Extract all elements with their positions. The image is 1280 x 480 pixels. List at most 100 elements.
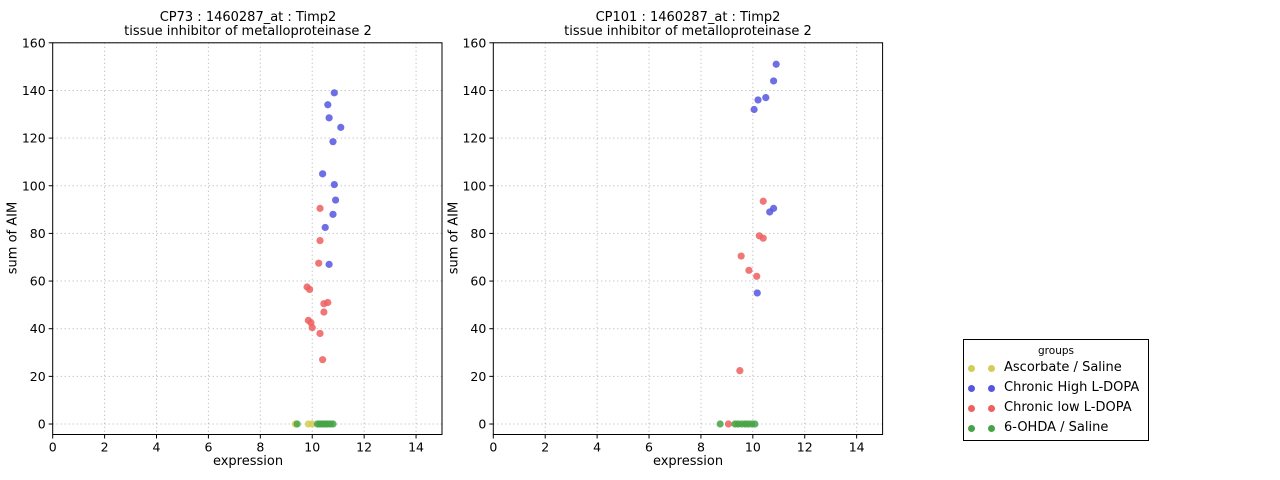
legend-marker-icon xyxy=(988,424,995,432)
data-point xyxy=(316,236,324,245)
y-tick-label: 140 xyxy=(22,83,46,98)
legend-marker-icon xyxy=(988,384,995,392)
x-tick-label: 8 xyxy=(256,440,264,455)
data-point xyxy=(306,285,314,293)
plot2-title: CP101 : 1460287_at : Timp2 tissue inhibi… xyxy=(493,11,883,38)
legend-marker-icon xyxy=(988,404,995,412)
x-tick-label: 2 xyxy=(541,440,549,455)
plot1-title: CP73 : 1460287_at : Timp2 tissue inhibit… xyxy=(53,11,443,38)
axes-box xyxy=(492,42,884,436)
y-tick-label: 20 xyxy=(470,369,486,384)
y-tick-label: 140 xyxy=(462,83,486,98)
legend: groups Ascorbate / Saline Chronic High L… xyxy=(963,339,1149,441)
data-point xyxy=(330,180,338,189)
x-tick-label: 2 xyxy=(101,440,109,455)
data-point xyxy=(716,420,724,428)
data-point xyxy=(329,138,337,146)
data-point xyxy=(331,196,340,204)
y-tick-label: 40 xyxy=(30,321,46,336)
x-tick-label: 0 xyxy=(49,440,57,455)
y-tick-label: 100 xyxy=(462,178,486,193)
data-point xyxy=(754,96,762,104)
y-tick-label: 80 xyxy=(30,226,46,241)
data-point xyxy=(325,260,333,268)
legend-entry-label: Chronic High L-DOPA xyxy=(1004,380,1140,395)
plot2-title-line2: tissue inhibitor of metalloproteinase 2 xyxy=(564,23,812,39)
data-point xyxy=(324,101,332,109)
data-point xyxy=(769,77,778,85)
legend-marker-icon xyxy=(968,424,975,432)
y-tick-label: 80 xyxy=(470,226,486,241)
plot2-xaxis-label: expression xyxy=(652,454,724,469)
legend-marker-icon xyxy=(968,364,975,372)
data-point xyxy=(324,298,332,307)
plot1-title-line2: tissue inhibitor of metalloproteinase 2 xyxy=(124,23,372,39)
legend-marker-icon xyxy=(988,364,995,372)
data-point xyxy=(319,356,327,364)
data-point xyxy=(772,60,780,68)
y-tick-label: 0 xyxy=(38,417,46,432)
legend-entry-6ohda-saline: 6-OHDA / Saline xyxy=(964,418,1148,438)
x-tick-label: 6 xyxy=(645,440,653,455)
plot2-yaxis-label: sum of AIM xyxy=(446,201,462,275)
data-point xyxy=(316,204,324,212)
x-tick-label: 8 xyxy=(697,440,705,455)
y-tick-label: 120 xyxy=(22,131,46,146)
x-tick-label: 6 xyxy=(204,440,212,455)
data-point xyxy=(315,259,323,267)
x-tick-label: 4 xyxy=(593,440,601,455)
data-point xyxy=(762,93,770,102)
data-point xyxy=(737,252,745,260)
data-point xyxy=(750,105,758,114)
data-point xyxy=(308,323,316,332)
x-tick-label: 10 xyxy=(745,440,761,455)
plot2-title-line1: CP101 : 1460287_at : Timp2 xyxy=(595,10,781,25)
legend-marker-icon xyxy=(968,404,975,412)
data-point xyxy=(325,114,333,122)
legend-marker-icon xyxy=(968,384,975,392)
legend-entry-label: Ascorbate / Saline xyxy=(1004,360,1122,375)
data-point xyxy=(321,223,329,232)
y-tick-label: 160 xyxy=(22,35,46,50)
legend-entry-label: 6-OHDA / Saline xyxy=(1004,420,1109,435)
y-tick-label: 60 xyxy=(470,274,486,289)
data-point xyxy=(766,208,774,216)
data-point xyxy=(753,289,761,297)
plot1-yaxis-label: sum of AIM xyxy=(5,201,21,275)
data-point xyxy=(745,266,753,274)
legend-entry-label: Chronic low L-DOPA xyxy=(1004,400,1132,415)
legend-entry-chronic-low-ldopa: Chronic low L-DOPA xyxy=(964,398,1148,418)
data-point xyxy=(329,210,337,218)
data-point xyxy=(736,367,744,375)
data-point xyxy=(337,123,345,131)
legend-entry-chronic-high-ldopa: Chronic High L-DOPA xyxy=(964,378,1148,398)
x-tick-label: 10 xyxy=(304,440,320,455)
y-tick-label: 120 xyxy=(462,131,486,146)
data-point xyxy=(759,234,767,242)
data-point xyxy=(753,272,761,280)
plot1-title-line1: CP73 : 1460287_at : Timp2 xyxy=(159,10,337,25)
legend-title: groups xyxy=(1038,345,1074,357)
data-point xyxy=(308,420,316,428)
data-point xyxy=(329,420,337,428)
y-tick-label: 160 xyxy=(462,35,486,50)
y-tick-label: 40 xyxy=(470,321,486,336)
x-tick-label: 12 xyxy=(797,440,813,455)
data-point xyxy=(330,89,338,97)
data-point xyxy=(759,197,767,205)
x-tick-label: 0 xyxy=(489,440,497,455)
x-tick-label: 4 xyxy=(153,440,161,455)
y-tick-label: 20 xyxy=(30,369,46,384)
data-point xyxy=(316,329,324,338)
y-tick-label: 60 xyxy=(30,274,46,289)
data-point xyxy=(320,308,328,316)
plot1-xaxis-label: expression xyxy=(212,454,284,469)
x-tick-label: 14 xyxy=(408,440,424,455)
data-point xyxy=(319,170,327,178)
data-point xyxy=(293,420,301,428)
y-tick-label: 0 xyxy=(478,417,486,432)
legend-entry-ascorbate-saline: Ascorbate / Saline xyxy=(964,358,1148,378)
x-tick-label: 14 xyxy=(849,440,865,455)
